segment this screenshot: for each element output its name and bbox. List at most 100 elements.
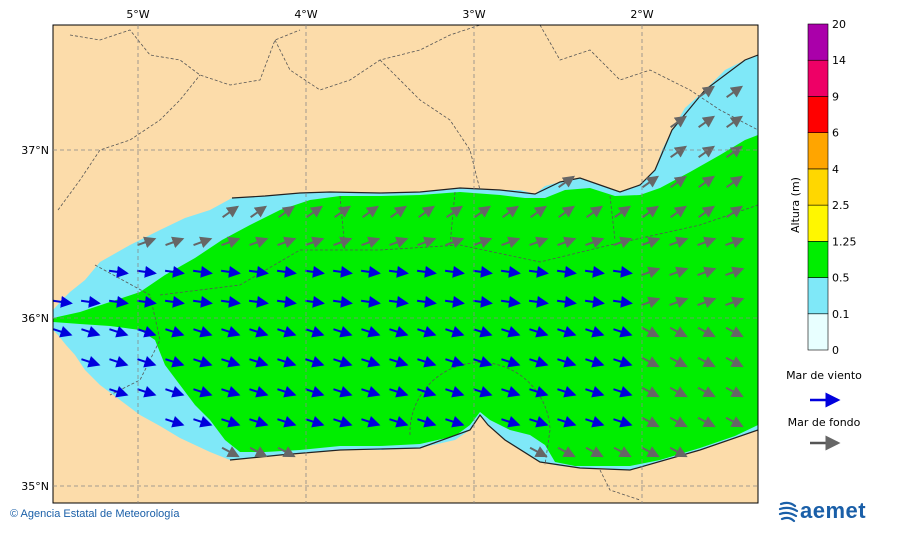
- north-coastline: [231, 54, 758, 199]
- lat-label-35n: 35°N: [21, 480, 49, 493]
- swell-arrow: [137, 236, 157, 248]
- wind-sea-arrow: [249, 415, 269, 428]
- wind-sea-arrow: [109, 355, 129, 368]
- legend-color-box: [807, 168, 829, 206]
- wind-sea-arrow: [277, 325, 297, 338]
- wind-sea-arrow: [445, 325, 465, 338]
- wind-sea-arrow: [472, 265, 493, 278]
- swell-arrow: [165, 236, 185, 248]
- wind-sea-arrow: [221, 385, 241, 398]
- wind-sea-arrow: [221, 325, 241, 338]
- wind-sea-arrow: [136, 265, 157, 278]
- swell-arrow: [669, 236, 689, 248]
- swell-arrow: [641, 266, 661, 278]
- wind-sea-arrow: [80, 295, 101, 308]
- swell-arrow: [277, 446, 296, 458]
- wind-sea-arrow: [501, 385, 521, 398]
- swell-arrow: [725, 266, 745, 278]
- wind-sea-arrow: [304, 295, 325, 308]
- wind-sea-arrow: [584, 295, 605, 308]
- swell-arrow: [698, 205, 716, 218]
- swell-arrow: [641, 236, 661, 248]
- swell-arrow: [585, 236, 605, 248]
- swell-label: Mar de fondo: [788, 416, 861, 429]
- wind-sea-arrow: [165, 325, 185, 338]
- wind-sea-arrow: [417, 385, 437, 398]
- wind-sea-arrow: [248, 295, 269, 308]
- swell-arrow: [697, 326, 716, 338]
- swell-arrow: [669, 296, 689, 308]
- swell-arrow: [697, 236, 717, 248]
- wind-sea-arrow: [277, 415, 297, 428]
- wind-sea-arrow: [473, 325, 493, 338]
- swell-arrow: [502, 205, 520, 218]
- swell-arrow: [641, 386, 660, 398]
- swell-arrow: [642, 175, 660, 188]
- swell-arrow: [669, 446, 688, 458]
- wind-sea-arrow: [416, 295, 437, 308]
- arrow-legend: Mar de viento Mar de fondo: [786, 369, 862, 451]
- wind-sea-arrow: [277, 355, 297, 368]
- swell-arrow: [725, 356, 744, 368]
- wind-sea-arrow: [332, 265, 353, 278]
- wind-sea-arrow: [249, 385, 269, 398]
- swell-arrow: [417, 236, 437, 248]
- legend-level-label: 4: [832, 163, 839, 176]
- wind-sea-arrow: [305, 415, 325, 428]
- swell-arrow: [641, 356, 660, 368]
- wind-sea-arrow: [304, 265, 325, 278]
- wind-sea-arrow: [192, 265, 213, 278]
- swell-arrow: [614, 205, 632, 218]
- wind-sea-arrow: [445, 355, 465, 368]
- swell-arrow: [418, 205, 436, 218]
- swell-arrow: [334, 205, 352, 218]
- wind-sea-arrow: [613, 355, 633, 368]
- swell-arrow: [306, 205, 324, 218]
- wind-sea-arrow: [472, 295, 493, 308]
- aemet-logo-text: aemet: [800, 498, 867, 523]
- wind-sea-arrow: [501, 355, 521, 368]
- wind-sea-arrow: [276, 265, 297, 278]
- wind-sea-arrow: [389, 355, 409, 368]
- wind-sea-arrow: [473, 385, 493, 398]
- wind-sea-arrow: [305, 355, 325, 368]
- wind-sea-arrow: [473, 355, 493, 368]
- legend-color-box: [807, 96, 829, 133]
- swell-arrow: [557, 446, 576, 458]
- swell-arrow: [725, 236, 745, 248]
- swell-arrow: [641, 296, 661, 308]
- swell-arrow: [249, 446, 268, 458]
- swell-arrow: [473, 236, 493, 248]
- wind-sea-arrow: [220, 265, 241, 278]
- swell-arrow: [698, 115, 716, 128]
- swell-arrow: [530, 205, 548, 218]
- swell-arrow: [558, 175, 576, 188]
- legend-level-label: 0.5: [832, 272, 850, 285]
- wind-sea-arrow: [361, 385, 381, 398]
- swell-arrow: [641, 416, 660, 428]
- lon-label-5w: 5°W: [126, 8, 149, 21]
- legend-level-label: 2.5: [832, 199, 850, 212]
- legend-level-label: 0: [832, 344, 839, 357]
- legend-title: Altura (m): [789, 177, 802, 233]
- wind-sea-arrow: [332, 295, 353, 308]
- lat-label-36n: 36°N: [21, 312, 49, 325]
- legend-color-box: [807, 59, 829, 97]
- wind-sea-arrow: [276, 295, 297, 308]
- wind-sea-arrow: [500, 295, 521, 308]
- wind-sea-arrow: [360, 295, 381, 308]
- wind-sea-arrow: [500, 265, 521, 278]
- swell-arrow: [725, 326, 744, 338]
- swell-arrow: [558, 205, 576, 218]
- legend-level-label: 6: [832, 127, 839, 140]
- legend-level-label: 1.25: [832, 235, 857, 248]
- wind-sea-arrow: [109, 325, 129, 338]
- wind-sea-arrow: [221, 415, 241, 428]
- swell-arrow: [725, 386, 744, 398]
- wind-sea-arrow: [221, 355, 241, 368]
- wind-sea-arrow: [165, 385, 185, 398]
- swell-arrow: [725, 416, 744, 428]
- swell-arrow: [221, 446, 240, 458]
- swell-arrow: [697, 266, 717, 278]
